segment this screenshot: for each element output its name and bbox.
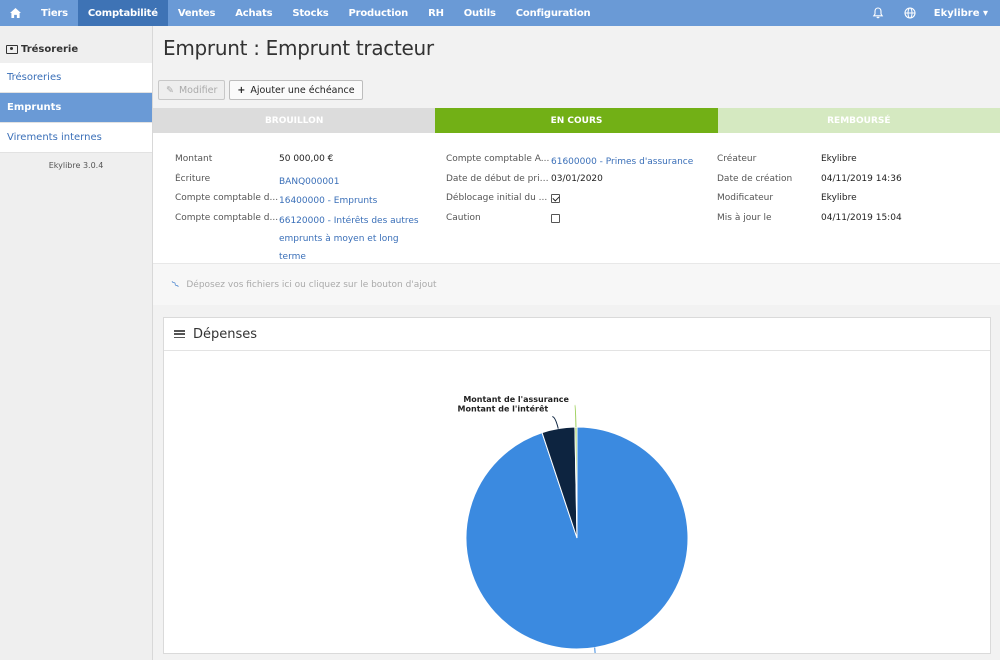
version-label: Ekylibre 3.0.4: [48, 161, 104, 170]
sidebar: Trésorerie Trésoreries Emprunts Virement…: [0, 26, 153, 660]
sidebar-item-label: Emprunts: [7, 102, 62, 113]
detail-value: 04/11/2019 15:04: [821, 212, 902, 223]
nav-outils[interactable]: Outils: [463, 7, 496, 19]
detail-row-mis-a-jour: Mis à jour le 04/11/2019 15:04: [717, 212, 987, 232]
expenses-pie-chart: Montant de baseMontant de l'intérêtMonta…: [458, 395, 689, 653]
pie-label-1: Montant de l'intérêt: [458, 404, 549, 414]
detail-row-deblocage: Déblocage initial du ...: [446, 192, 706, 212]
pencil-icon: ✎: [166, 84, 174, 96]
detail-label: Date de création: [717, 173, 793, 184]
detail-row-modificateur: Modificateur Ekylibre: [717, 192, 987, 212]
details-panel: Montant 50 000,00 € Écriture BANQ000001 …: [153, 133, 1000, 263]
detail-label: Créateur: [717, 154, 757, 164]
detail-label: Compte comptable d...: [175, 193, 279, 203]
status-steps: Brouillon En cours Remboursé: [153, 108, 1000, 133]
nav-production[interactable]: Production: [348, 7, 409, 19]
paperclip-icon: ⌇: [169, 278, 183, 291]
sidebar-item-emprunts[interactable]: Emprunts: [0, 93, 152, 123]
pie-leader-line-2: [574, 404, 577, 428]
caution-checkbox: [551, 213, 560, 223]
panel-title: Dépenses: [193, 326, 258, 342]
bell-icon[interactable]: [862, 0, 894, 26]
expenses-panel-header: Dépenses: [164, 318, 990, 351]
status-step-en-cours: En cours: [435, 108, 718, 133]
detail-link-ecriture[interactable]: BANQ000001: [279, 176, 340, 187]
main-content: Emprunt : Emprunt tracteur ✎ Modifier + …: [153, 26, 1000, 660]
detail-label: Écriture: [175, 173, 211, 184]
expenses-panel: Dépenses Montant de baseMontant de l'int…: [163, 317, 991, 654]
detail-label: Montant: [175, 154, 213, 164]
sidebar-item-tresoreries[interactable]: Trésoreries: [0, 63, 152, 93]
page-title: Emprunt : Emprunt tracteur: [163, 36, 434, 60]
sidebar-section-title: Trésorerie: [0, 26, 152, 63]
add-deadline-button-label: Ajouter une échéance: [250, 84, 355, 96]
pie-leader-line-1: [552, 416, 559, 429]
detail-row-compte-interets: Compte comptable d... 66120000 - Intérêt…: [175, 212, 435, 266]
status-step-brouillon: Brouillon: [153, 108, 436, 133]
dropzone-text: Déposez vos fichiers ici ou cliquez sur …: [186, 279, 437, 290]
status-step-rembourse: Remboursé: [717, 108, 1000, 133]
nav-comptabilite[interactable]: Comptabilité: [77, 0, 168, 26]
toolbar: ✎ Modifier + Ajouter une échéance: [158, 80, 363, 100]
add-deadline-button[interactable]: + Ajouter une échéance: [229, 80, 363, 100]
details-column-2: Compte comptable A... 61600000 - Primes …: [446, 153, 706, 231]
detail-label: Modificateur: [717, 193, 774, 203]
edit-button-label: Modifier: [178, 84, 218, 96]
pie-label-2: Montant de l'assurance: [463, 395, 569, 404]
nav-tiers[interactable]: Tiers: [41, 7, 68, 19]
detail-value: 04/11/2019 14:36: [821, 173, 902, 184]
money-icon: [6, 45, 18, 54]
detail-row-date-debut: Date de début de pris... 03/01/2020: [446, 173, 706, 193]
nav-ventes[interactable]: Ventes: [177, 7, 216, 19]
nav-stocks[interactable]: Stocks: [292, 7, 329, 19]
detail-link-compte-interets[interactable]: 66120000 - Intérêts des autres emprunts …: [279, 215, 419, 262]
detail-label: Caution: [446, 212, 481, 223]
detail-row-compte-emprunt: Compte comptable d... 16400000 - Emprunt…: [175, 192, 435, 212]
home-icon[interactable]: [0, 0, 31, 26]
detail-value: Ekylibre: [821, 193, 857, 203]
nav-rh[interactable]: RH: [428, 7, 444, 19]
file-dropzone[interactable]: ⌇ Déposez vos fichiers ici ou cliquez su…: [153, 263, 1000, 305]
globe-icon[interactable]: [894, 0, 926, 26]
detail-value: 03/01/2020: [551, 173, 603, 184]
details-column-1: Montant 50 000,00 € Écriture BANQ000001 …: [175, 153, 435, 266]
sidebar-item-label: Trésoreries: [7, 72, 62, 83]
edit-button[interactable]: ✎ Modifier: [158, 80, 226, 100]
user-menu[interactable]: Ekylibre ▾: [933, 7, 988, 19]
detail-value: Ekylibre: [821, 154, 857, 164]
top-navbar: Tiers Comptabilité Ventes Achats Stocks …: [0, 0, 1000, 26]
detail-row-createur: Créateur Ekylibre: [717, 153, 987, 173]
list-icon: [174, 330, 185, 338]
detail-label: Date de début de pris...: [446, 173, 551, 184]
detail-label: Compte comptable d...: [175, 212, 279, 223]
plus-icon: +: [237, 84, 246, 96]
detail-label: Déblocage initial du ...: [446, 193, 548, 203]
detail-row-ecriture: Écriture BANQ000001: [175, 173, 435, 193]
detail-row-compte-assurance: Compte comptable A... 61600000 - Primes …: [446, 153, 706, 173]
detail-value: 50 000,00 €: [279, 154, 334, 164]
detail-row-date-creation: Date de création 04/11/2019 14:36: [717, 173, 987, 193]
nav-spacer: [600, 0, 861, 26]
sidebar-item-label: Virements internes: [7, 132, 102, 143]
sidebar-item-virements-internes[interactable]: Virements internes: [0, 123, 152, 153]
detail-label: Compte comptable A...: [446, 154, 550, 164]
detail-link-compte-emprunt[interactable]: 16400000 - Emprunts: [279, 196, 378, 206]
detail-row-montant: Montant 50 000,00 €: [175, 153, 435, 173]
nav-configuration[interactable]: Configuration: [515, 7, 591, 19]
detail-label: Mis à jour le: [717, 212, 772, 223]
pie-leader-line-0: [594, 647, 596, 653]
sidebar-section-label: Trésorerie: [21, 44, 79, 55]
detail-link-compte-assurance[interactable]: 61600000 - Primes d'assurance: [551, 157, 694, 167]
deblocage-checkbox: [551, 194, 560, 203]
detail-row-caution: Caution: [446, 212, 706, 232]
nav-achats[interactable]: Achats: [235, 7, 273, 19]
details-column-3: Créateur Ekylibre Date de création 04/11…: [717, 153, 987, 231]
